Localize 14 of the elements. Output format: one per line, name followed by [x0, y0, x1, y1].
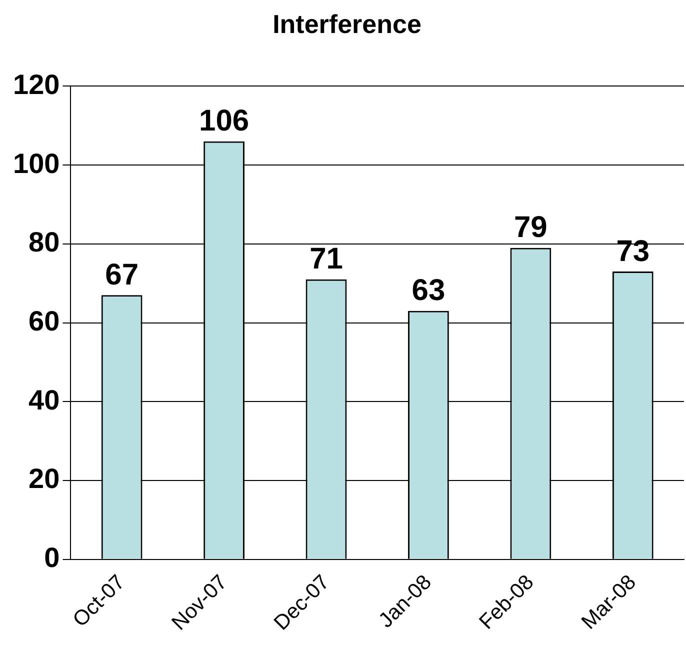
y-tick-label: 120 — [13, 68, 60, 100]
y-tick-label: 0 — [44, 542, 60, 574]
y-tick-label: 60 — [28, 305, 60, 336]
data-label: 67 — [105, 258, 139, 292]
data-label: 79 — [514, 211, 548, 244]
chart-title: Interference — [272, 8, 422, 39]
y-tick-label: 40 — [28, 384, 60, 416]
y-tick-label: 20 — [28, 463, 60, 494]
data-label: 63 — [412, 274, 446, 308]
y-tick-label: 80 — [28, 226, 60, 258]
data-label: 73 — [616, 234, 650, 268]
y-tick-label: 100 — [13, 148, 60, 179]
data-label: 106 — [199, 104, 250, 138]
data-label: 71 — [310, 242, 343, 276]
